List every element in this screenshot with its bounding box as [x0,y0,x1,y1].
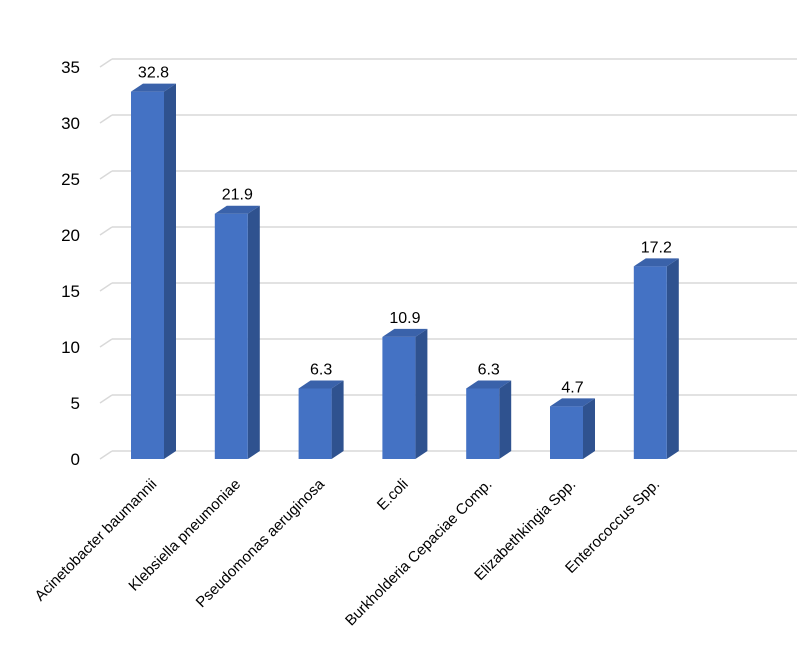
bar-side-face [415,328,428,459]
gridlines [99,58,797,460]
bar-top-face [466,380,512,389]
bar [633,258,679,459]
gridline-depth-edge [99,394,113,404]
y-tick-label: 20 [61,226,80,245]
bar-front-face [131,91,164,459]
y-tick-label: 35 [61,58,80,77]
data-label: 21.9 [222,187,253,204]
data-label: 32.8 [138,65,169,82]
bar-front-face [382,336,416,459]
bar-top-face [382,328,428,337]
category-label: Burkholderia Cepaciae Comp. [342,476,496,630]
bar-front-face [214,213,248,459]
bar-side-face [499,380,512,459]
data-labels: 32.8 21.9 6.3 10.9 6.3 4.7 17.2 [138,65,672,397]
bar-front-face [550,406,583,459]
data-label: 6.3 [478,361,500,378]
bar [214,205,260,459]
bar-front-face [466,388,500,459]
bar-side-face [164,83,176,459]
bar [466,380,512,459]
gridline-depth-edge [99,170,113,180]
data-label: 4.7 [561,379,583,396]
category-label: Enterococcus Spp. [562,476,663,577]
bar [382,328,428,459]
gridline-depth-edge [99,58,113,68]
y-tick-label: 0 [71,450,80,469]
gridline-depth-edge [99,282,113,292]
bar-front-face [298,388,332,459]
bar-top-face [550,398,595,407]
data-label: 6.3 [310,361,332,378]
bar-front-face [633,266,667,459]
data-label: 10.9 [389,310,420,327]
gridline-depth-edge [99,450,113,460]
y-tick-label: 30 [61,114,80,133]
y-tick-label: 25 [61,170,80,189]
bar-side-face [247,205,260,459]
bar [131,83,176,459]
bar-side-face [666,258,679,459]
bar-top-face [298,380,344,389]
bar-top-face [633,258,679,267]
y-tick-label: 15 [61,282,80,301]
bar-top-face [214,205,260,214]
gridline-depth-edge [99,114,113,124]
bar [298,380,344,459]
bars [131,83,679,459]
bar-top-face [131,83,176,92]
data-label: 17.2 [641,239,672,256]
category-label: E.coli [374,476,412,514]
y-tick-label: 10 [61,338,80,357]
bar-side-face [583,398,595,459]
gridline-depth-edge [99,226,113,236]
y-tick-label: 5 [71,394,80,413]
y-axis-tick-labels: 0 5 10 15 20 25 30 35 [61,58,80,469]
bar-side-face [331,380,344,459]
bar [550,398,595,459]
gridline-depth-edge [99,338,113,348]
